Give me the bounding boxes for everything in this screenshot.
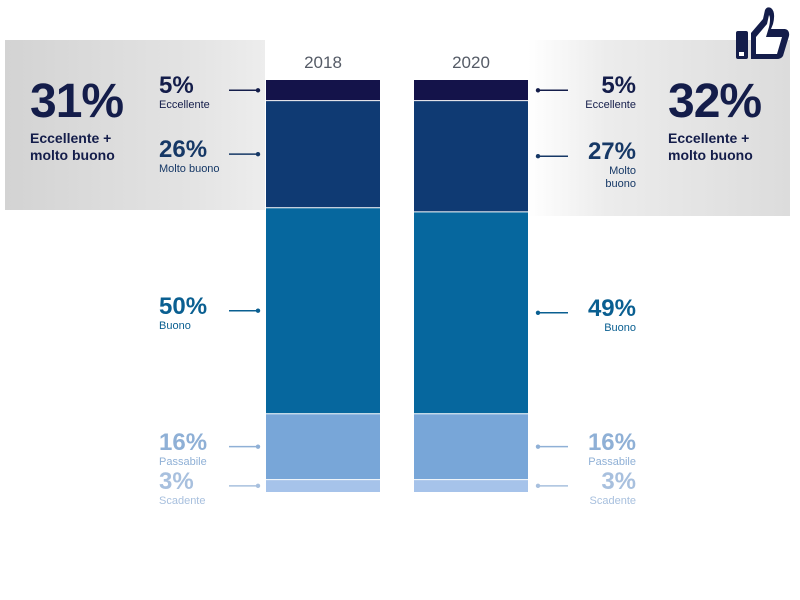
leader-dot-2020-passabile bbox=[535, 444, 541, 449]
highlight-band-right bbox=[528, 40, 790, 216]
thumbs-up-icon bbox=[736, 7, 790, 60]
data-label-category: Eccellente bbox=[159, 99, 210, 112]
data-label-category: Molto buono bbox=[605, 165, 636, 191]
data-label-category: Buono bbox=[159, 319, 191, 332]
data-label-pct: 5% bbox=[159, 72, 194, 100]
bar-2020-molto-buono bbox=[414, 100, 528, 212]
data-label-2020-eccellente: 5% Eccellente bbox=[576, 73, 636, 112]
leader-dot-2018-eccellente bbox=[255, 88, 261, 93]
data-label-2020-buono: 49% Buono bbox=[576, 294, 636, 335]
leader-dot-2020-buono bbox=[535, 310, 541, 315]
data-label-pct: 49% bbox=[587, 294, 636, 322]
summary-text-2020: Eccellente + molto buono bbox=[668, 130, 753, 163]
data-label-2020-molto-buono: 27% Molto buono bbox=[576, 139, 636, 191]
data-label-2018-molto-buono: 26% Molto buono bbox=[159, 137, 220, 176]
summary-text-2018: Eccellente + molto buono bbox=[30, 130, 115, 163]
bar-2018-eccellente bbox=[266, 80, 380, 101]
data-label-pct: 16% bbox=[159, 428, 208, 456]
leader-dot-2020-eccellente bbox=[535, 88, 541, 93]
data-label-category: Passabile bbox=[588, 455, 636, 468]
data-label-2018-buono: 50% Buono bbox=[159, 292, 208, 333]
data-label-pct: 5% bbox=[601, 72, 636, 100]
data-label-category: Scadente bbox=[589, 494, 636, 507]
data-label-2018-passabile: 16% Passabile bbox=[159, 428, 208, 469]
leader-dot-2018-molto-buono bbox=[255, 151, 261, 157]
bar-2018-scadente bbox=[266, 479, 380, 492]
highlight-band-left bbox=[5, 40, 265, 210]
leader-dot-2018-passabile bbox=[255, 444, 261, 449]
data-label-2018-eccellente: 5% Eccellente bbox=[159, 73, 210, 112]
data-label-2020-scadente: 3% Scadente bbox=[576, 467, 636, 508]
leader-dot-2018-buono bbox=[255, 308, 261, 313]
bar-2020-eccellente bbox=[414, 80, 528, 101]
bar-2020-buono bbox=[414, 211, 528, 414]
data-label-2018-scadente: 3% Scadente bbox=[159, 467, 206, 508]
bar-2018-buono bbox=[266, 207, 380, 414]
data-label-category: Molto buono bbox=[159, 163, 220, 176]
leader-dot-2020-molto-buono bbox=[535, 154, 541, 159]
year-label-2018: 2018 bbox=[304, 53, 342, 72]
year-label-2020: 2020 bbox=[452, 53, 490, 72]
data-label-pct: 3% bbox=[159, 467, 194, 495]
leader-dot-2018-scadente bbox=[255, 483, 261, 489]
data-label-pct: 27% bbox=[587, 138, 636, 166]
data-label-pct: 50% bbox=[159, 292, 208, 320]
data-label-category: Passabile bbox=[159, 455, 207, 468]
data-label-pct: 16% bbox=[587, 428, 636, 456]
bar-2018-molto-buono bbox=[266, 100, 380, 208]
bar-2018-passabile bbox=[266, 413, 380, 480]
data-label-pct: 26% bbox=[159, 136, 208, 164]
bar-2020-passabile bbox=[414, 413, 528, 480]
summary-pct-2020: 32% bbox=[668, 75, 762, 128]
data-label-category: Eccellente bbox=[585, 99, 636, 112]
data-label-pct: 3% bbox=[601, 467, 636, 495]
leader-dot-2020-scadente bbox=[535, 483, 541, 489]
data-label-2020-passabile: 16% Passabile bbox=[576, 428, 636, 469]
data-label-category: Scadente bbox=[159, 494, 206, 507]
summary-pct-2018: 31% bbox=[30, 75, 124, 128]
bar-2020-scadente bbox=[414, 479, 528, 492]
data-label-category: Buono bbox=[604, 321, 636, 334]
